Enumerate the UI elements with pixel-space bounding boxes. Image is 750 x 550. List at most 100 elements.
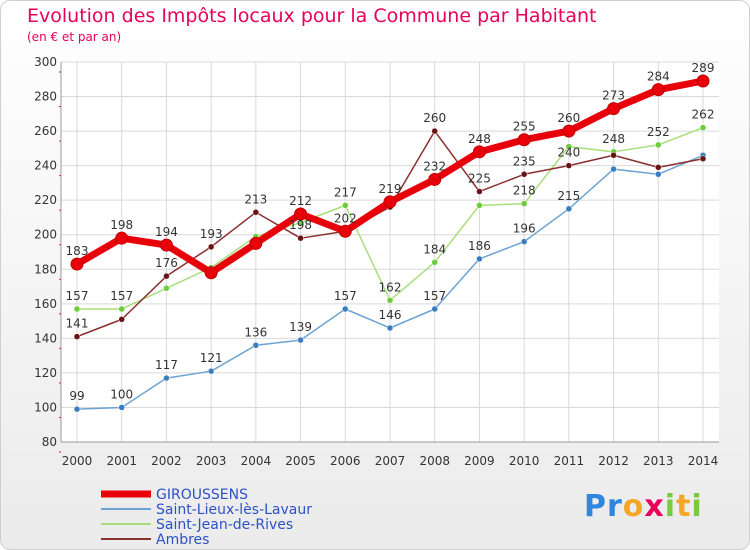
data-point-ambres (610, 152, 617, 159)
x-tick-label: 2008 (419, 454, 450, 468)
data-label-ambres: 240 (557, 146, 580, 160)
data-point-saint-jean-de-rives (565, 143, 573, 150)
data-label-ambres: 176 (155, 256, 178, 270)
data-point-ambres (118, 316, 125, 323)
legend-label: Saint-Lieux-lès-Lavaur (156, 502, 312, 518)
data-point-ambres (476, 188, 483, 195)
y-tick-label: 160 (34, 297, 57, 311)
chart-title: Evolution des Impôts locaux pour la Comm… (27, 5, 597, 27)
data-point-ambres (252, 209, 260, 216)
x-tick-label: 2012 (598, 454, 629, 468)
data-point-saint-jean-de-rives (118, 305, 125, 313)
data-label-giroussens: 248 (468, 132, 491, 146)
data-label-saint-lieux-l-s-lavaur: 121 (200, 351, 223, 365)
data-label-ambres: 198 (289, 218, 312, 232)
y-tick-label: 140 (34, 331, 57, 345)
data-point-giroussens (428, 172, 442, 186)
data-label-ambres: 193 (200, 227, 223, 241)
data-point-saint-jean-de-rives (476, 202, 483, 209)
data-label-ambres: 213 (244, 192, 267, 206)
data-label-saint-lieux-l-s-lavaur: 146 (379, 308, 402, 322)
data-point-saint-lieux-l-s-lavaur (431, 305, 438, 313)
data-label-giroussens: 289 (692, 61, 715, 75)
data-label-ambres: 260 (423, 111, 446, 125)
logo-letter: x (644, 489, 665, 524)
x-tick-label: 2004 (241, 454, 272, 468)
x-tick-label: 2006 (330, 454, 361, 468)
logo-letter: t (676, 489, 692, 524)
data-point-saint-jean-de-rives (431, 259, 438, 266)
data-point-saint-lieux-l-s-lavaur (297, 336, 304, 344)
data-label-giroussens: 273 (602, 89, 625, 103)
legend-label: GIROUSSENS (156, 487, 248, 503)
data-label-saint-jean-de-rives: 217 (334, 185, 357, 199)
data-point-saint-jean-de-rives (655, 141, 662, 149)
logo-letter: r (607, 489, 623, 524)
data-point-ambres (699, 155, 707, 162)
data-point-saint-lieux-l-s-lavaur (386, 324, 394, 332)
data-point-saint-jean-de-rives (342, 202, 349, 209)
logo-letter: i (664, 489, 677, 524)
data-label-giroussens: 255 (513, 120, 536, 134)
data-point-giroussens (562, 124, 576, 138)
data-label-saint-lieux-l-s-lavaur: 117 (155, 358, 178, 372)
data-point-saint-lieux-l-s-lavaur (565, 205, 573, 213)
data-label-saint-jean-de-rives: 248 (602, 132, 625, 146)
data-label-saint-lieux-l-s-lavaur: 157 (423, 289, 446, 303)
data-label-saint-lieux-l-s-lavaur: 100 (110, 387, 133, 401)
data-point-giroussens (115, 231, 129, 245)
data-point-giroussens (472, 145, 486, 159)
y-tick-label: 300 (34, 55, 57, 69)
logo-letter: i (691, 489, 703, 524)
x-tick-label: 2010 (509, 454, 540, 468)
y-tick-label: 280 (34, 90, 57, 104)
data-point-saint-jean-de-rives (163, 285, 170, 292)
data-point-giroussens (383, 195, 397, 209)
data-point-ambres (655, 164, 662, 171)
data-label-saint-jean-de-rives: 157 (110, 289, 133, 303)
data-point-giroussens (517, 133, 531, 147)
data-label-saint-jean-de-rives: 157 (66, 289, 89, 303)
data-point-ambres (207, 243, 215, 251)
data-label-ambres: 235 (513, 154, 536, 168)
x-tick-label: 2001 (106, 454, 137, 468)
data-point-giroussens (294, 207, 308, 221)
data-point-ambres (297, 234, 304, 242)
chart-subtitle: (en € et par an) (27, 30, 122, 44)
y-tick-label: 80 (42, 435, 57, 449)
data-label-saint-lieux-l-s-lavaur: 99 (69, 389, 84, 403)
data-label-giroussens: 232 (423, 159, 446, 173)
x-tick-label: 2003 (196, 454, 227, 468)
data-label-giroussens: 198 (110, 218, 133, 232)
data-point-saint-lieux-l-s-lavaur (252, 342, 260, 349)
data-label-giroussens: 194 (155, 225, 178, 239)
data-label-saint-lieux-l-s-lavaur: 139 (289, 320, 312, 334)
data-label-saint-lieux-l-s-lavaur: 196 (513, 222, 536, 236)
data-label-giroussens: 284 (647, 70, 670, 84)
data-label-saint-jean-de-rives: 162 (379, 280, 402, 294)
data-point-saint-jean-de-rives (73, 305, 81, 313)
x-tick-label: 2002 (151, 454, 182, 468)
data-point-saint-lieux-l-s-lavaur (655, 171, 662, 178)
logo-letter: P (584, 489, 607, 524)
data-point-ambres (73, 333, 81, 340)
data-point-saint-lieux-l-s-lavaur (520, 238, 528, 245)
legend-label: Saint-Jean-de-Rives (156, 517, 293, 533)
data-label-saint-jean-de-rives: 262 (692, 108, 715, 122)
data-label-saint-lieux-l-s-lavaur: 136 (244, 325, 267, 339)
data-label-giroussens: 260 (557, 111, 580, 125)
proxiti-logo: Proxiti (584, 489, 703, 524)
y-tick-label: 100 (34, 400, 57, 414)
data-point-giroussens (651, 83, 665, 97)
data-point-giroussens (249, 236, 263, 250)
data-label-ambres: 141 (66, 317, 89, 331)
data-point-saint-lieux-l-s-lavaur (118, 404, 125, 411)
logo-letter: o (622, 489, 645, 524)
data-point-giroussens (204, 266, 218, 280)
data-point-giroussens (607, 102, 621, 116)
y-tick-label: 260 (34, 124, 57, 138)
x-tick-label: 2009 (464, 454, 495, 468)
data-point-ambres (520, 171, 528, 178)
data-label-saint-lieux-l-s-lavaur: 186 (468, 239, 491, 253)
